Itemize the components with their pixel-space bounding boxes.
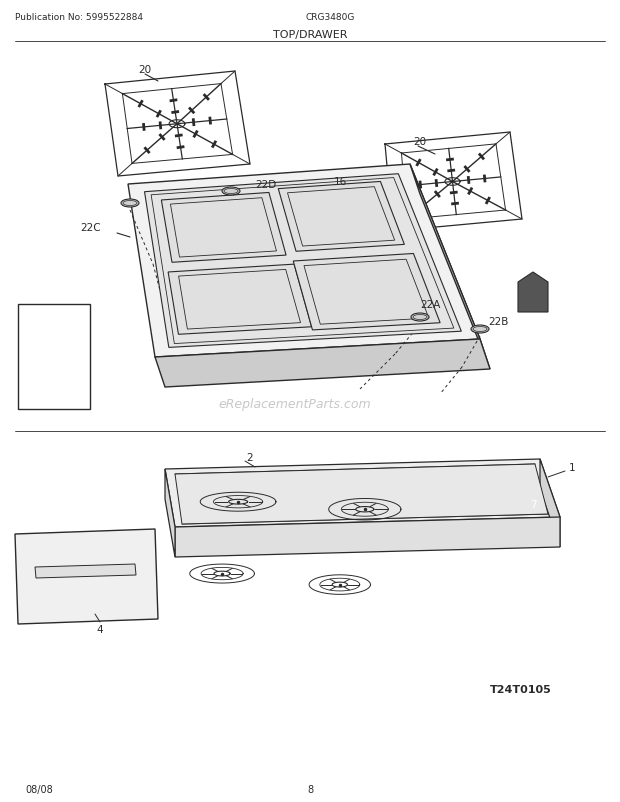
Text: 22D: 22D xyxy=(255,180,277,190)
Polygon shape xyxy=(15,529,158,624)
Polygon shape xyxy=(410,164,490,370)
Text: TOP/DRAWER: TOP/DRAWER xyxy=(273,30,347,40)
Text: eReplacementParts.com: eReplacementParts.com xyxy=(219,398,371,411)
Text: 22B: 22B xyxy=(488,317,508,326)
Polygon shape xyxy=(155,339,490,387)
Text: 20: 20 xyxy=(413,137,426,147)
Text: 1: 1 xyxy=(569,463,575,472)
Text: 8: 8 xyxy=(307,784,313,794)
Ellipse shape xyxy=(471,326,489,334)
Polygon shape xyxy=(175,464,548,525)
Text: 22C: 22C xyxy=(80,223,100,233)
Text: 16: 16 xyxy=(334,176,347,187)
Text: 7: 7 xyxy=(529,500,536,509)
Polygon shape xyxy=(128,164,480,358)
Polygon shape xyxy=(165,469,175,557)
Ellipse shape xyxy=(121,200,139,208)
Text: 4: 4 xyxy=(97,624,104,634)
Polygon shape xyxy=(540,460,560,547)
Polygon shape xyxy=(165,460,560,528)
Text: 22A: 22A xyxy=(420,300,440,310)
Text: CRG3480G: CRG3480G xyxy=(305,14,355,22)
Polygon shape xyxy=(278,182,404,252)
Ellipse shape xyxy=(411,314,429,322)
Polygon shape xyxy=(518,273,548,313)
Polygon shape xyxy=(161,193,286,263)
Polygon shape xyxy=(175,517,560,557)
Polygon shape xyxy=(35,565,136,578)
Polygon shape xyxy=(293,254,440,330)
Ellipse shape xyxy=(222,188,240,196)
Polygon shape xyxy=(168,265,312,335)
Text: 20: 20 xyxy=(138,65,151,75)
Text: Publication No: 5995522884: Publication No: 5995522884 xyxy=(15,14,143,22)
Text: 08/08: 08/08 xyxy=(25,784,53,794)
Polygon shape xyxy=(144,175,461,348)
Bar xyxy=(18,305,90,410)
Text: 88: 88 xyxy=(25,306,38,317)
Text: T24T0105: T24T0105 xyxy=(490,684,552,695)
Text: 2: 2 xyxy=(247,452,254,463)
